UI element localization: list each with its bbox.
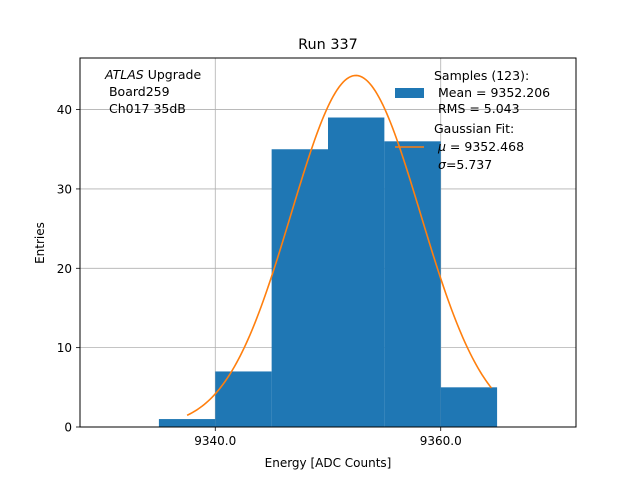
- board-label: Board259: [105, 84, 170, 99]
- legend: Samples (123): Mean = 9352.206 RMS = 5.0…: [395, 68, 550, 172]
- channel-label: Ch017 35dB: [105, 101, 186, 116]
- sigma-symbol: σ: [438, 157, 447, 172]
- histogram-bar: [158, 419, 216, 427]
- atlas-annotation-line1: ATLAS Upgrade: [104, 67, 201, 82]
- legend-fit-mu: μ = 9352.468: [437, 139, 524, 154]
- fit-mu-value: = 9352.468: [446, 139, 524, 154]
- histogram-bar: [271, 149, 328, 428]
- x-axis-ticks: 9340.0 9360.0: [194, 427, 462, 448]
- mu-symbol: μ: [437, 139, 446, 154]
- x-tick-label: 9340.0: [194, 434, 236, 448]
- x-axis-label: Energy [ADC Counts]: [265, 456, 392, 470]
- histogram-bar: [215, 371, 272, 427]
- legend-fit-label: Gaussian Fit:: [434, 121, 514, 136]
- legend-samples-rms: RMS = 5.043: [434, 101, 520, 116]
- atlas-label: ATLAS: [104, 67, 144, 82]
- atlas-annotation: ATLAS Upgrade Board259 Ch017 35dB: [104, 67, 201, 116]
- x-tick-label: 9360.0: [420, 434, 462, 448]
- histogram-bars: [158, 117, 498, 428]
- histogram-bar: [328, 117, 385, 428]
- y-tick-label: 40: [57, 103, 72, 117]
- histogram-bar: [384, 141, 441, 428]
- plot-frame: [79, 57, 577, 428]
- legend-samples-swatch: [395, 88, 424, 98]
- y-tick-label: 0: [64, 421, 72, 435]
- histogram-bar: [440, 387, 498, 427]
- y-tick-label: 20: [57, 262, 72, 276]
- y-tick-label: 30: [57, 182, 72, 196]
- y-axis-label: Entries: [33, 222, 47, 264]
- y-tick-label: 10: [57, 341, 72, 355]
- chart-title: Run 337: [298, 37, 358, 53]
- y-axis-ticks: 0 10 20 30 40: [57, 103, 80, 435]
- legend-fit-sigma: σ=5.737: [438, 157, 492, 172]
- legend-samples-mean: Mean = 9352.206: [434, 85, 550, 100]
- gaussian-fit-curve: [186, 74, 493, 417]
- legend-samples-label: Samples (123):: [434, 68, 529, 83]
- upgrade-label: Upgrade: [144, 67, 202, 82]
- fit-sigma-value: =5.737: [446, 157, 492, 172]
